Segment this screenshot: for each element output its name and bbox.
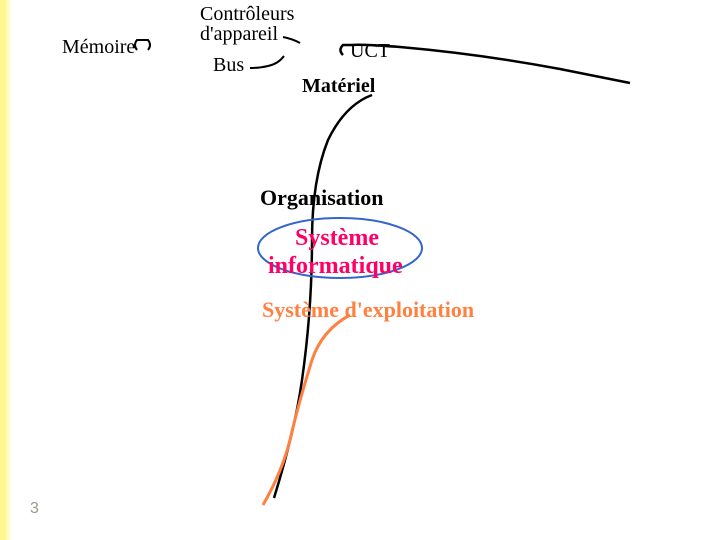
memoire-bracket — [135, 40, 150, 50]
page-number: 3 — [30, 500, 39, 518]
diagram-canvas: Mémoire Contrôleurs d'appareil Bus UCT M… — [0, 0, 720, 540]
label-sys-exploitation: Système d'exploitation — [262, 297, 474, 323]
label-memoire: Mémoire — [62, 36, 135, 59]
label-controleurs-2: d'appareil — [200, 23, 278, 46]
label-organisation: Organisation — [260, 185, 383, 211]
label-materiel: Matériel — [302, 75, 375, 98]
appareil-connector — [283, 37, 300, 43]
label-uct: UCT — [350, 40, 390, 63]
label-systeme-1: Système — [295, 225, 379, 252]
label-systeme-2: informatique — [268, 253, 403, 280]
bus-connector — [250, 56, 284, 68]
label-bus: Bus — [213, 54, 244, 77]
